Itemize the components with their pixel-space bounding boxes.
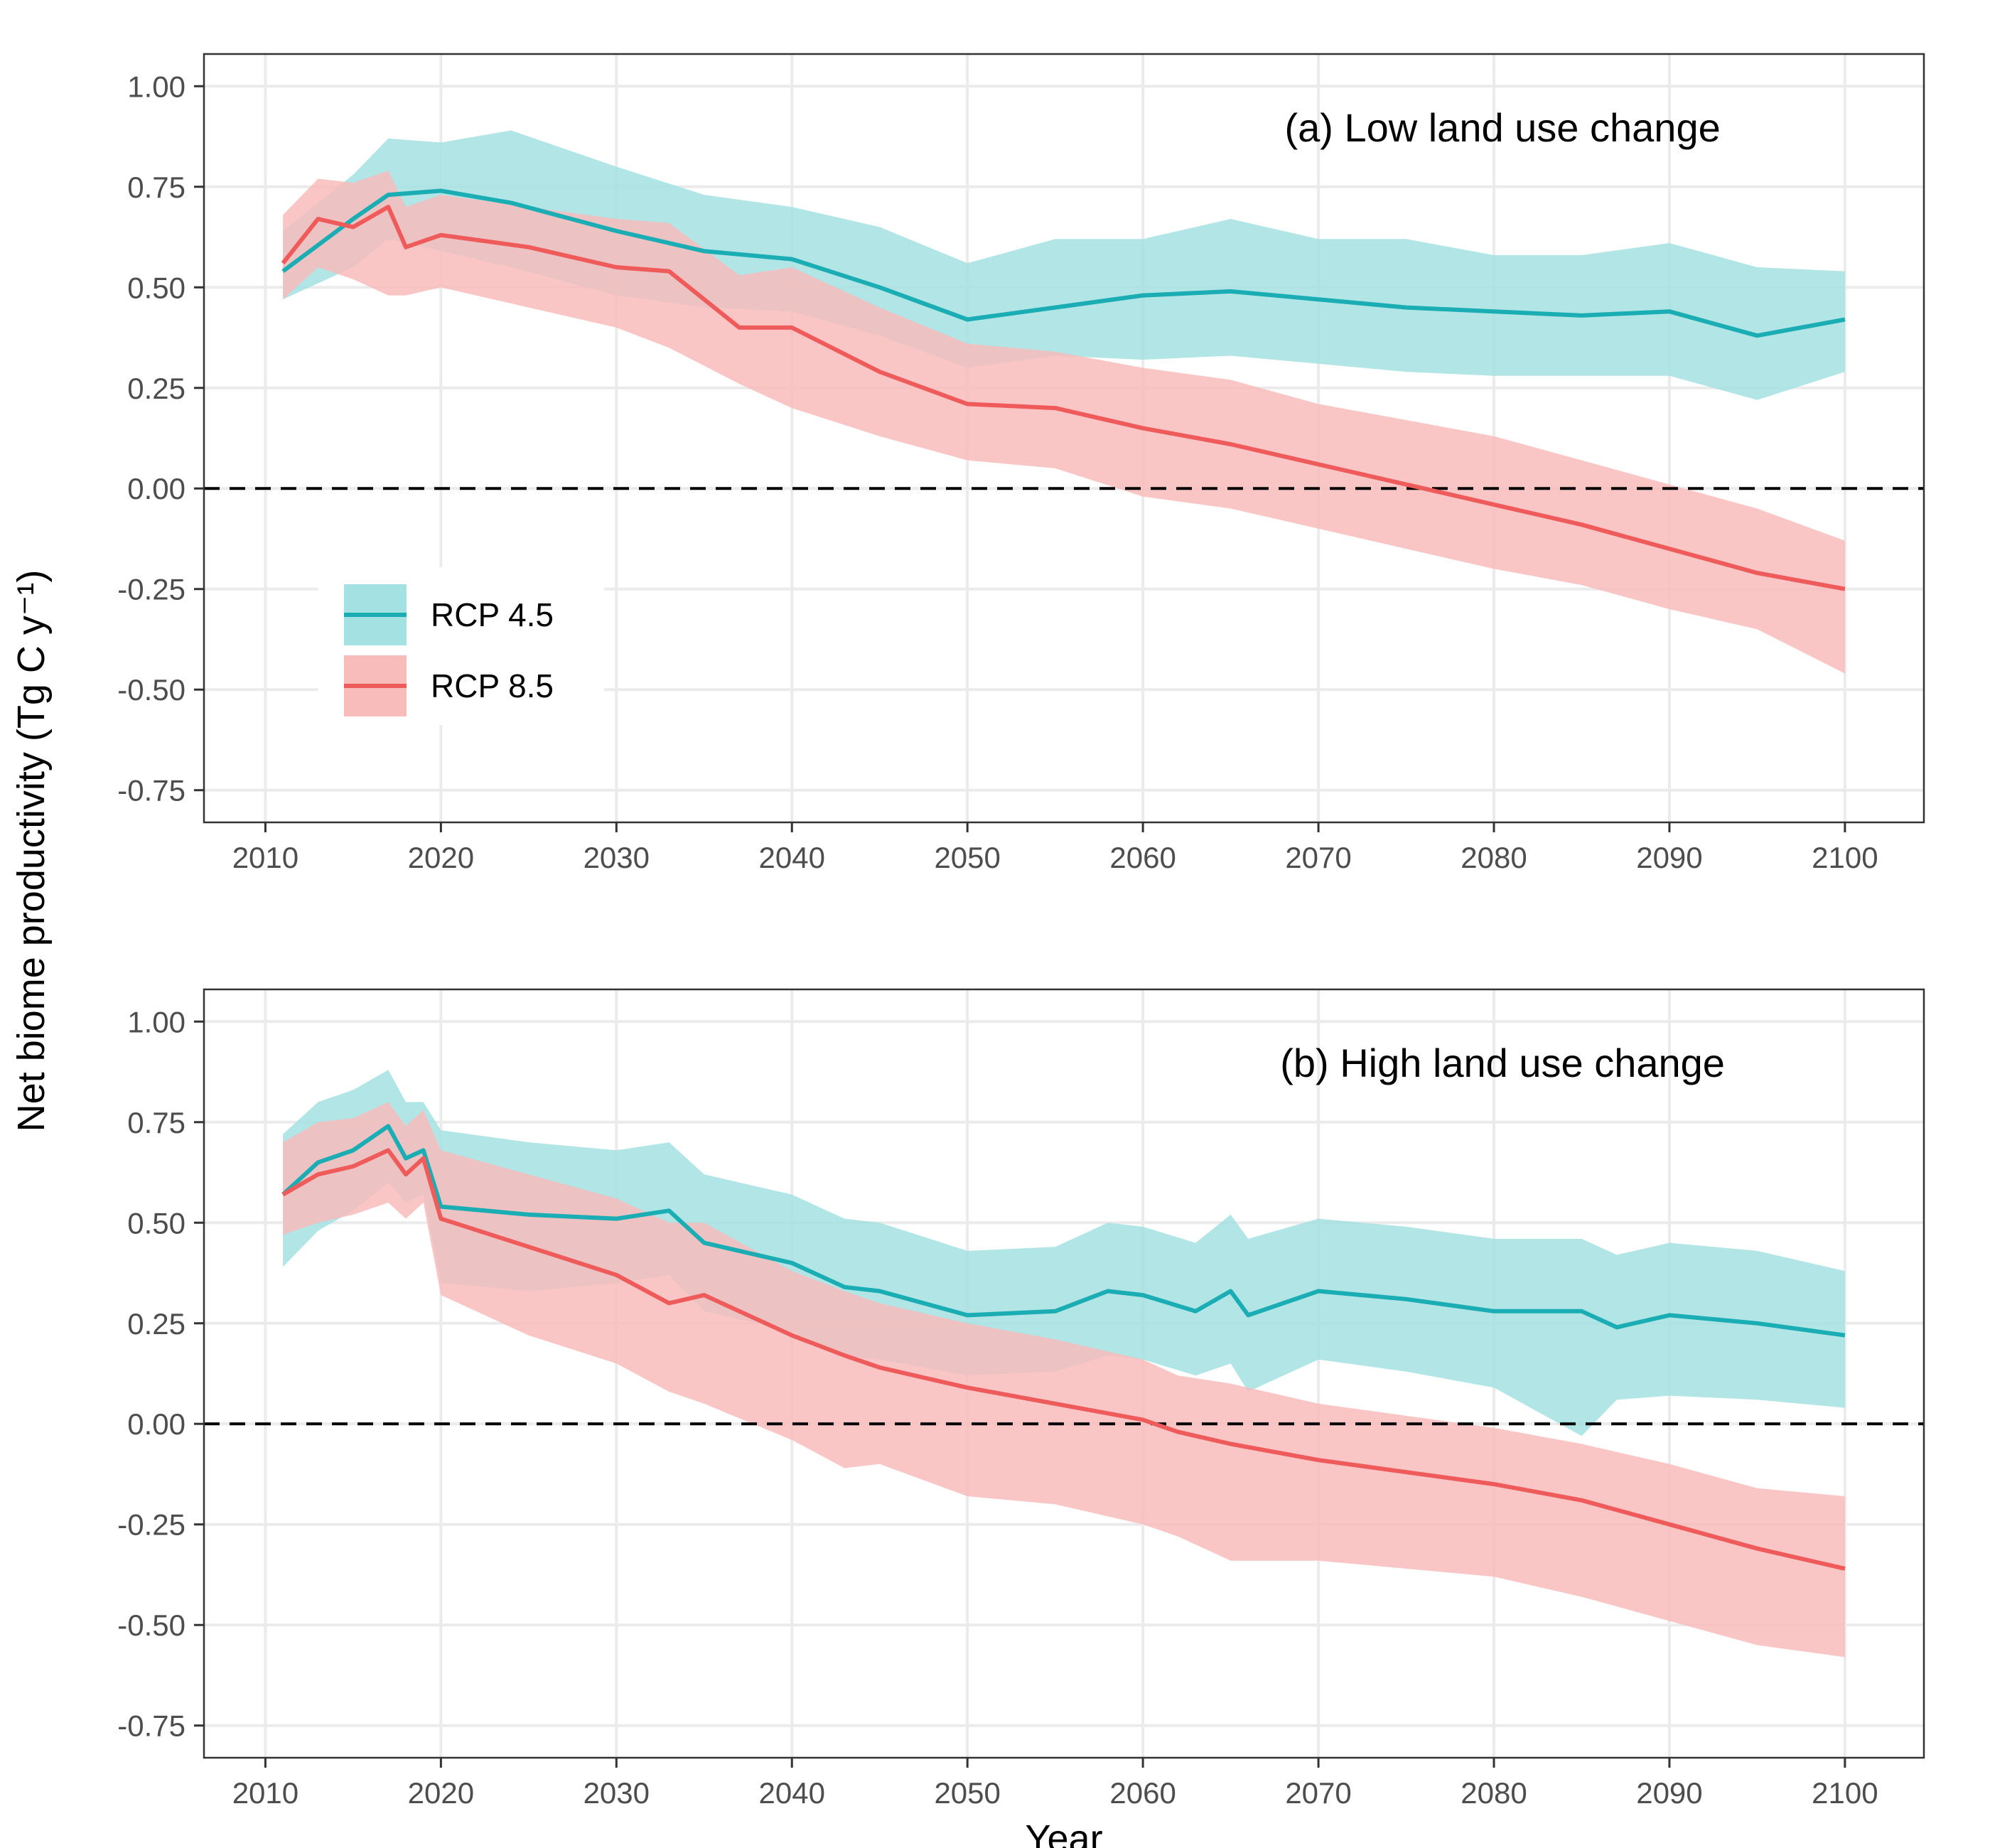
x-tick-label: 2020 — [408, 841, 474, 874]
panel-b: 2010 2020 2030 2040 2050 2060 2070 2080 2090 2100… — [117, 988, 1925, 1848]
band-rcp45 — [283, 130, 1845, 400]
y-tick-label: 1.00 — [127, 1005, 185, 1038]
band-rcp45 — [283, 1070, 1845, 1436]
legend-label-rcp45: RCP 4.5 — [431, 596, 554, 633]
y-tick-label: 0.75 — [127, 171, 185, 204]
x-tick-label: 2080 — [1461, 841, 1527, 874]
y-tick-label: 0.50 — [127, 1206, 185, 1240]
band-rcp85 — [283, 171, 1845, 674]
y-tick-label: -0.75 — [117, 1709, 185, 1743]
y-tick-label: 0.00 — [127, 472, 185, 505]
panel-annotation: (b) High land use change — [1280, 1041, 1725, 1085]
x-tick-label: 2010 — [232, 1776, 298, 1810]
legend-label-rcp85: RCP 8.5 — [431, 667, 554, 704]
panel-a: 2010 2020 2030 2040 2050 2060 2070 2080 2090 2100… — [117, 53, 1925, 874]
y-tick-label: 1.00 — [127, 70, 185, 103]
x-tick-label: 2040 — [759, 841, 825, 874]
x-tick-label: 2040 — [759, 1776, 825, 1810]
panel-annotation: (a) Low land use change — [1284, 105, 1720, 150]
y-tick-label: 0.00 — [127, 1407, 185, 1441]
x-tick-label: 2050 — [934, 841, 1000, 874]
x-tick-label: 2070 — [1285, 841, 1351, 874]
y-tick-label: -0.50 — [117, 673, 185, 707]
line-rcp85 — [281, 205, 1846, 591]
y-tick-label: 0.75 — [127, 1106, 185, 1139]
y-tick-label: 0.50 — [127, 271, 185, 304]
line-rcp45 — [281, 1124, 1846, 1338]
line-rcp45 — [281, 188, 1846, 338]
y-tick-label: -0.25 — [117, 1508, 185, 1542]
legend: RCP 4.5 RCP 8.5 — [318, 567, 604, 725]
y-axis-title: Net biome productivity (Tg C y⁻¹) — [10, 570, 53, 1132]
x-tick-label: 2080 — [1461, 1776, 1527, 1810]
x-tick-label: 2050 — [934, 1776, 1000, 1810]
band-rcp85 — [283, 1102, 1845, 1658]
x-tick-label: 2100 — [1812, 841, 1878, 874]
axis-ticks: 2010 2020 2030 2040 2050 2060 2070 2080 2090 2100… — [117, 1005, 1878, 1810]
x-tick-label: 2020 — [408, 1776, 474, 1810]
axis-ticks: 2010 2020 2030 2040 2050 2060 2070 2080 2090 2100… — [117, 70, 1878, 874]
panel-border — [203, 53, 1925, 824]
x-tick-label: 2010 — [232, 841, 298, 874]
line-rcp85 — [281, 1148, 1846, 1571]
panel-border — [203, 988, 1925, 1759]
y-tick-label: -0.50 — [117, 1608, 185, 1642]
x-tick-label: 2090 — [1636, 1776, 1702, 1810]
x-tick-label: 2070 — [1285, 1776, 1351, 1810]
y-tick-label: 0.25 — [127, 1307, 185, 1341]
x-tick-label: 2100 — [1812, 1776, 1878, 1810]
x-tick-label: 2030 — [583, 841, 650, 874]
x-tick-label: 2090 — [1636, 841, 1702, 874]
y-tick-label: -0.75 — [117, 774, 185, 807]
x-axis-title: Year — [1025, 1817, 1102, 1848]
x-tick-label: 2030 — [583, 1776, 650, 1810]
x-tick-label: 2060 — [1109, 841, 1176, 874]
x-tick-label: 2060 — [1109, 1776, 1176, 1810]
y-tick-label: -0.25 — [117, 573, 185, 606]
y-tick-label: 0.25 — [127, 372, 185, 405]
